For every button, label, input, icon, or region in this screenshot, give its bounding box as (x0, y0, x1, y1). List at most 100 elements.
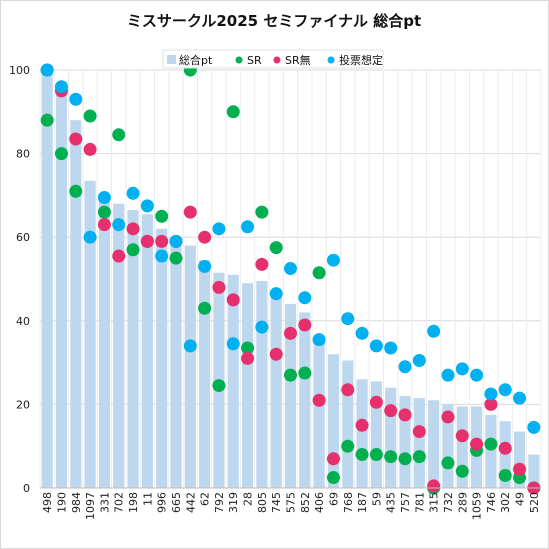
x-tick-label: 49 (514, 492, 527, 506)
point (155, 234, 169, 248)
bar (284, 304, 297, 488)
legend-label: SR (247, 54, 262, 67)
x-tick-label: 289 (456, 492, 469, 513)
point (412, 450, 426, 464)
point (498, 468, 512, 482)
point (112, 249, 126, 263)
point (198, 301, 212, 315)
point (312, 266, 326, 280)
point (298, 291, 312, 305)
point (527, 420, 541, 434)
y-tick-label: 20 (16, 398, 30, 411)
point (384, 404, 398, 418)
bar (342, 360, 354, 488)
legend-swatch (167, 55, 176, 64)
point (40, 63, 54, 77)
bar (413, 398, 425, 488)
point (255, 257, 269, 271)
point (498, 383, 512, 397)
x-tick-label: 805 (256, 492, 269, 513)
point (326, 452, 340, 466)
x-tick-label: 996 (156, 492, 169, 513)
point (83, 142, 97, 156)
point (398, 360, 412, 374)
point (183, 339, 197, 353)
bar (156, 228, 168, 488)
point (484, 397, 498, 411)
point (341, 312, 355, 326)
chart-title: ミスサークル2025 セミファイナル 総合pt (127, 12, 421, 30)
bar (141, 214, 153, 488)
point (54, 147, 68, 161)
bar (84, 180, 96, 488)
point (169, 251, 183, 265)
point (441, 368, 455, 382)
x-tick-label: 665 (170, 492, 183, 513)
bar (113, 203, 125, 488)
x-tick-label: 1097 (84, 492, 97, 520)
x-tick-label: 732 (442, 492, 455, 513)
point (427, 324, 441, 338)
bar (327, 354, 340, 488)
point (326, 253, 340, 267)
point (269, 287, 283, 301)
x-tick-label: 319 (227, 492, 240, 513)
point (284, 262, 297, 276)
point (326, 471, 340, 485)
x-tick-label: 498 (41, 492, 54, 513)
bar (370, 381, 382, 488)
point (255, 320, 269, 334)
point (312, 393, 326, 407)
point (513, 462, 527, 476)
point (241, 341, 255, 355)
bar (299, 312, 311, 488)
x-tick-label: 781 (413, 492, 426, 513)
point (470, 437, 484, 451)
x-tick-label: 190 (55, 492, 68, 513)
point (441, 456, 455, 470)
x-tick-label: 852 (299, 492, 312, 513)
point (226, 337, 240, 351)
x-tick-label: 198 (127, 492, 140, 513)
point (241, 220, 255, 234)
legend-marker (273, 56, 281, 64)
point (40, 113, 54, 127)
point (369, 395, 383, 409)
x-tick-label: 59 (370, 492, 383, 506)
x-tick-label: 435 (385, 492, 398, 513)
gridlines (39, 69, 542, 489)
x-tick-label: 575 (285, 492, 298, 513)
point (169, 234, 183, 248)
point (212, 280, 226, 294)
x-tick-label: 757 (399, 492, 412, 513)
bar (399, 396, 411, 488)
x-tick-label: 792 (213, 492, 226, 513)
x-tick-label: 62 (199, 492, 212, 506)
x-tick-label: 520 (528, 492, 541, 513)
bar (385, 387, 397, 488)
point (83, 230, 97, 244)
x-tick-label: 1059 (471, 492, 484, 520)
bar (170, 239, 182, 488)
y-tick-label: 0 (23, 482, 30, 495)
x-tick-label: 28 (242, 492, 255, 506)
bar (127, 210, 139, 488)
point (226, 293, 240, 307)
bar (313, 337, 325, 488)
point (369, 448, 383, 462)
point (212, 379, 226, 393)
bar (199, 260, 211, 488)
point (284, 326, 297, 340)
bar (256, 281, 268, 488)
bar (70, 120, 82, 488)
point (126, 186, 140, 200)
bar (184, 245, 196, 488)
bar (55, 90, 68, 489)
bar (456, 406, 468, 488)
point (384, 341, 398, 355)
point (83, 109, 97, 123)
point (455, 429, 469, 443)
legend-marker (327, 56, 335, 64)
point (455, 464, 469, 478)
